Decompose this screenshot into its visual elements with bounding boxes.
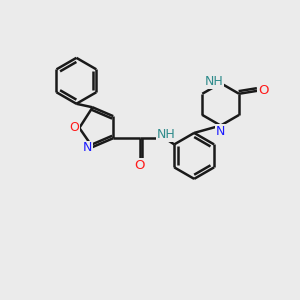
Text: N: N [82,141,92,154]
Text: N: N [216,125,225,138]
Text: O: O [134,159,145,172]
Text: O: O [69,122,79,134]
Text: NH: NH [157,128,176,141]
Text: NH: NH [205,75,224,88]
Text: O: O [258,84,268,97]
